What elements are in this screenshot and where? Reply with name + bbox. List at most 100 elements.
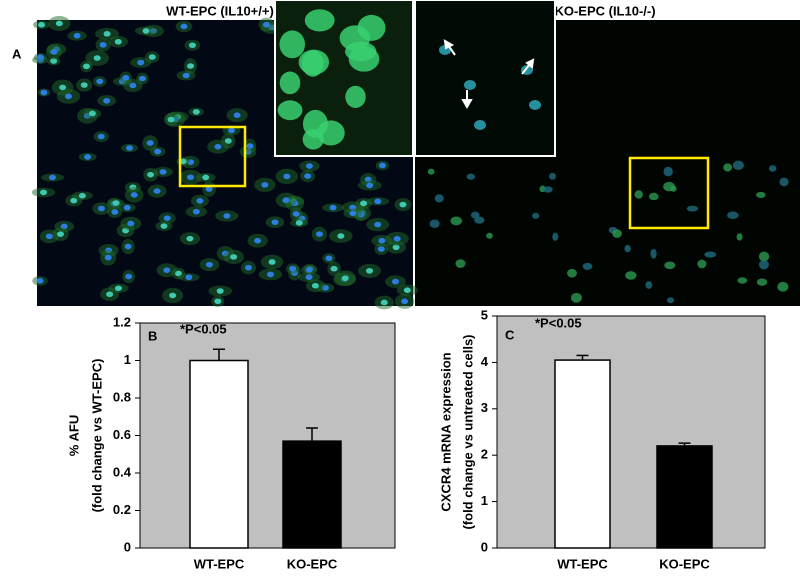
nucleus [40,189,48,196]
cell [466,173,475,180]
y-axis-label: (fold change vs untreated cells) [460,334,475,529]
cell [650,248,657,259]
nucleus [254,237,262,244]
nucleus [216,288,224,294]
nucleus [148,54,156,60]
nucleus [160,223,168,229]
cell [758,260,769,270]
nucleus [325,255,333,262]
nucleus [180,23,188,30]
nucleus [295,220,303,226]
nucleus [159,169,167,175]
cell [570,292,582,303]
inset-cell [348,46,380,72]
left-title: WT-EPC (IL10+/+) [166,3,274,18]
cell [450,216,463,226]
inset-cells [277,9,541,150]
cell [779,177,789,187]
cell [704,251,717,258]
nucleus [202,174,210,181]
nucleus [377,246,385,252]
cell [548,172,557,180]
nucleus [374,221,382,228]
plot-area [496,315,766,549]
nucleus [40,89,48,96]
cell [427,168,435,175]
y-tick-label: 5 [481,307,488,322]
nucleus [192,109,200,115]
nucleus [103,97,111,104]
nucleus [266,271,274,278]
nucleus [125,273,133,280]
nucleus [185,274,193,281]
nucleus [126,145,134,151]
bar [554,359,611,549]
inset-cell [277,100,303,121]
nucleus [305,163,313,169]
nucleus [401,298,409,305]
nucleus [84,154,92,160]
nucleus [182,72,190,79]
cell [663,166,673,177]
y-tick-label: 2 [481,447,488,462]
cell [625,271,637,280]
cell [486,232,493,239]
x-tick-label: WT-EPC [557,556,608,571]
nucleus [366,182,374,189]
nucleus [97,205,105,212]
cell [455,259,466,268]
nucleus [146,140,154,146]
zoom-box [628,156,710,230]
nucleus [188,42,196,49]
cell [732,160,744,171]
nucleus [45,233,53,240]
nucleus [55,20,63,27]
cell [634,190,643,199]
nucleus [48,174,56,181]
nucleus [283,173,291,180]
inset-cell [345,85,366,108]
nucleus [122,74,130,81]
nucleus [187,63,195,69]
cell [664,261,676,270]
nucleus [360,200,368,207]
cell [624,244,631,253]
nucleus [271,219,279,226]
y-tick-label: 3 [481,400,488,415]
nucleus [228,127,236,134]
cell [737,277,748,284]
nucleus [244,264,252,271]
cell [727,211,739,220]
nucleus [305,267,313,273]
nucleus [196,198,204,204]
nucleus [169,292,177,299]
cell [666,297,675,304]
nucleus [304,173,312,179]
nucleus [38,21,46,28]
nucleus [224,138,232,144]
nucleus [154,148,162,155]
annotation: *P<0.05 [180,321,227,336]
nucleus [268,259,276,265]
nucleus [50,58,58,64]
cell [777,281,789,292]
nucleus [50,49,58,55]
panel-label: C [505,327,515,342]
nucleus [88,110,96,117]
nucleus [205,261,213,268]
nucleus [186,235,194,242]
nucleus [142,28,150,34]
y-tick-label: 1 [124,352,131,367]
nucleus [106,291,114,298]
plot-area [139,322,396,549]
cell [612,229,622,238]
nucleus [380,299,388,306]
y-axis-label: CXCR4 mRNA expression [438,352,453,511]
nucleus [393,235,401,242]
y-tick-label: 0.2 [113,502,131,517]
inset-cell [317,120,345,146]
nucleus [378,162,386,169]
nucleus [104,254,112,261]
nucleus [214,143,222,150]
x-tick-label: KO-EPC [287,556,338,571]
